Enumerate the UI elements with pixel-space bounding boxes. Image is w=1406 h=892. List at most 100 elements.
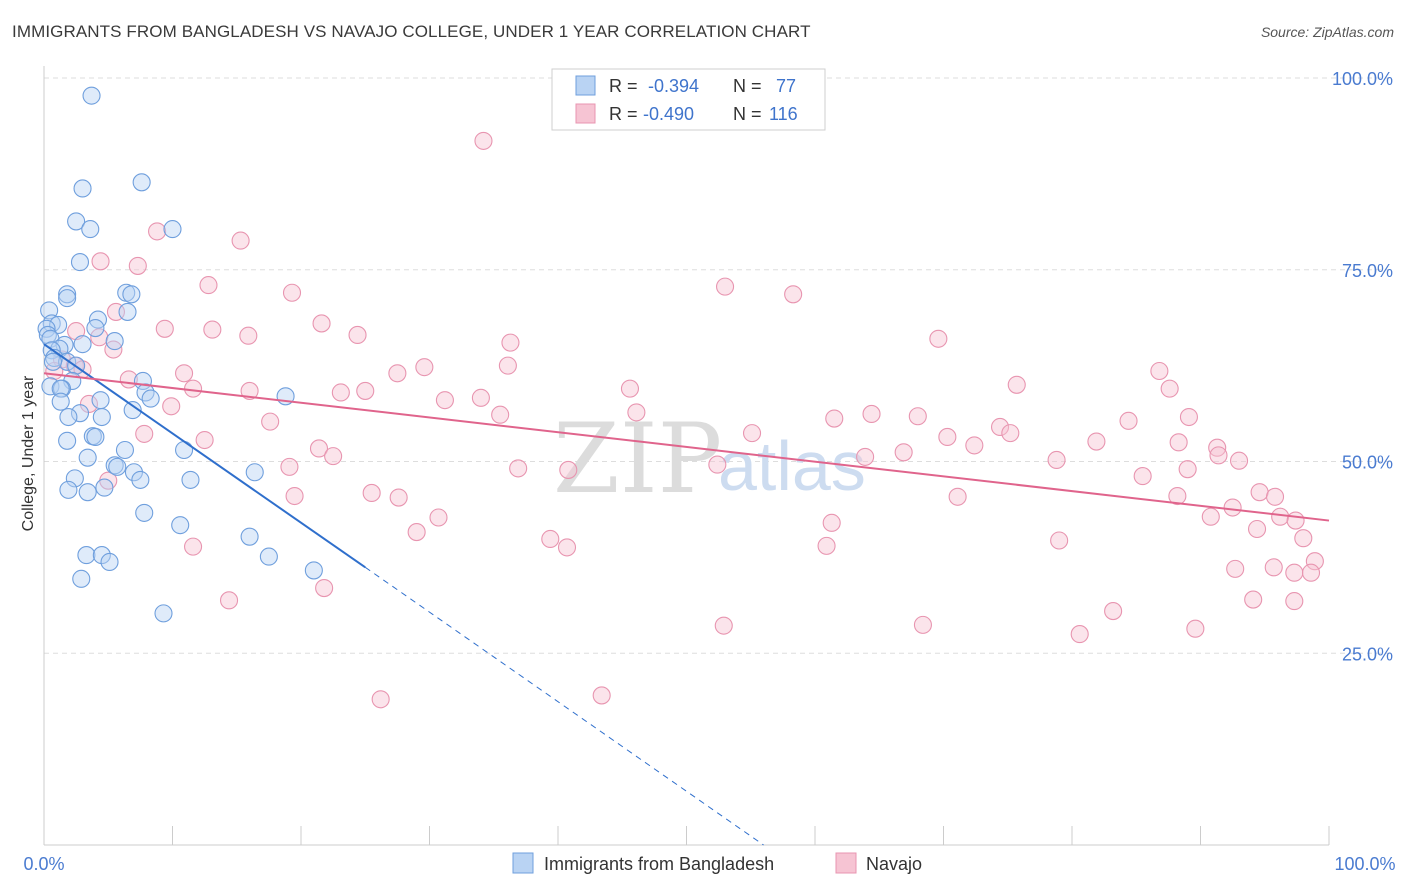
bottom-legend-swatch-bangladesh	[512, 852, 534, 874]
trend-layer	[43, 343, 1330, 846]
point-navajo	[856, 447, 875, 466]
watermark-atlas: atlas	[718, 427, 866, 505]
x-tick-label: 100.0%	[1334, 854, 1395, 874]
point-navajo	[714, 616, 733, 635]
point-navajo	[501, 333, 520, 352]
point-navajo	[708, 455, 727, 474]
point-bangladesh	[65, 469, 84, 488]
point-navajo	[429, 508, 448, 527]
watermark-zip: ZIP	[553, 403, 722, 515]
point-navajo	[938, 427, 957, 447]
point-navajo	[240, 381, 259, 400]
point-bangladesh	[122, 285, 141, 304]
point-bangladesh	[92, 407, 111, 427]
point-navajo	[825, 409, 844, 428]
point-navajo	[199, 276, 218, 295]
point-bangladesh	[163, 220, 182, 239]
point-navajo	[282, 283, 302, 302]
point-navajo	[1294, 529, 1313, 548]
point-navajo	[1230, 451, 1249, 470]
point-navajo	[315, 579, 334, 598]
point-bangladesh	[67, 212, 86, 231]
point-bangladesh	[77, 546, 96, 565]
trendline-navajo	[43, 372, 1330, 522]
point-bangladesh	[118, 302, 137, 321]
point-bangladesh	[91, 391, 110, 410]
point-navajo	[1285, 592, 1304, 611]
point-navajo	[128, 256, 147, 275]
point-navajo	[1286, 511, 1305, 530]
point-navajo	[784, 285, 803, 304]
point-bangladesh	[82, 86, 101, 105]
chart-title: IMMIGRANTS FROM BANGLADESH VS NAVAJO COL…	[12, 22, 811, 41]
legend-swatch-bangladesh	[575, 75, 596, 96]
point-navajo	[1264, 558, 1283, 577]
point-bangladesh	[259, 547, 278, 566]
point-navajo	[1047, 450, 1066, 470]
legend-r-label: R =	[609, 76, 638, 96]
point-navajo	[592, 686, 611, 705]
point-bangladesh	[100, 552, 119, 572]
point-navajo	[948, 487, 967, 506]
point-navajo	[1244, 590, 1263, 609]
point-navajo	[415, 358, 434, 377]
point-navajo	[929, 329, 948, 348]
point-navajo	[557, 538, 577, 557]
point-bangladesh	[70, 404, 90, 423]
point-navajo	[1150, 361, 1169, 381]
point-navajo	[1168, 486, 1187, 506]
point-bangladesh	[37, 319, 56, 338]
point-navajo	[1087, 432, 1106, 451]
point-navajo	[1169, 433, 1188, 452]
point-navajo	[348, 325, 367, 344]
bottom-legend-label-navajo: Navajo	[866, 854, 922, 874]
point-navajo	[1104, 602, 1123, 621]
point-navajo	[742, 424, 762, 443]
point-bangladesh	[141, 389, 160, 408]
legend-frame	[551, 68, 826, 131]
y-tick-label: 50.0%	[1342, 453, 1393, 473]
source-credit: Source: ZipAtlas.com	[1260, 24, 1394, 40]
point-bangladesh	[304, 561, 323, 580]
point-navajo	[356, 381, 375, 400]
point-navajo	[1247, 519, 1267, 539]
point-bangladesh	[59, 407, 78, 427]
point-navajo	[1179, 407, 1198, 427]
y-tick-label: 25.0%	[1342, 644, 1393, 664]
point-navajo	[362, 483, 381, 502]
point-bangladesh	[73, 179, 92, 198]
points-layer	[37, 86, 1324, 709]
point-bangladesh	[58, 285, 77, 304]
bottom-legend-swatch-navajo	[835, 852, 857, 874]
point-bangladesh	[58, 431, 77, 450]
point-navajo	[1223, 498, 1242, 517]
point-bangladesh	[240, 527, 259, 546]
legend-n-value: 116	[769, 104, 798, 124]
point-navajo	[1070, 625, 1089, 644]
point-navajo	[155, 319, 174, 338]
point-bangladesh	[108, 457, 127, 476]
point-navajo	[990, 417, 1010, 437]
point-bangladesh	[123, 401, 142, 420]
point-navajo	[862, 404, 881, 423]
point-navajo	[388, 364, 407, 383]
point-bangladesh	[73, 335, 92, 354]
point-navajo	[913, 615, 932, 634]
y-tick-label: 75.0%	[1342, 261, 1393, 281]
point-bangladesh	[132, 173, 151, 192]
point-navajo	[91, 252, 110, 271]
point-navajo	[541, 529, 560, 549]
point-navajo	[1208, 438, 1227, 457]
point-bangladesh	[135, 503, 154, 522]
point-navajo	[1201, 507, 1220, 526]
point-navajo	[1133, 467, 1152, 486]
point-navajo	[162, 397, 181, 416]
bottom-legend-label-bangladesh: Immigrants from Bangladesh	[544, 854, 774, 874]
point-navajo	[312, 314, 331, 333]
point-navajo	[509, 459, 528, 478]
point-navajo	[285, 486, 304, 506]
point-navajo	[309, 439, 329, 458]
point-navajo	[148, 222, 167, 241]
point-navajo	[261, 412, 280, 431]
